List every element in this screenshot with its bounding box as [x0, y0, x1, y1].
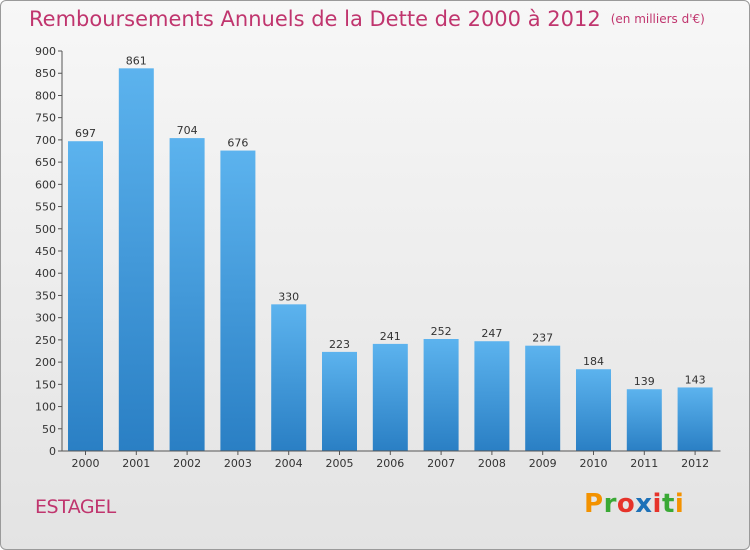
bar-value-label: 252 [431, 325, 452, 338]
bar-2000 [68, 141, 103, 451]
x-tick-label: 2000 [72, 457, 100, 470]
bar-2003 [220, 150, 256, 452]
chart-title-text: Remboursements Annuels de la Dette de 20… [29, 7, 601, 31]
bar-2002 [169, 138, 205, 451]
y-tick-label: 250 [35, 334, 56, 347]
bar-2001 [118, 68, 154, 451]
logo-letter: P [584, 489, 604, 519]
x-tick-label: 2006 [376, 457, 404, 470]
bar-value-label: 247 [481, 327, 502, 340]
chart-subtitle: (en milliers d'€) [610, 12, 705, 26]
x-tick-label: 2007 [427, 457, 455, 470]
logo-letter: x [635, 489, 653, 519]
y-axis: 0 50 100 150 200 250 300 350 400 450 500 550 600 650 7… [35, 45, 63, 458]
bar-2007 [423, 339, 459, 451]
x-tick-label: 2003 [224, 457, 252, 470]
y-tick-label: 100 [35, 401, 56, 414]
x-tick-label: 2009 [529, 457, 557, 470]
x-tick-label: 2005 [326, 457, 354, 470]
y-tick-label: 600 [35, 178, 56, 191]
logo-letter: r [603, 489, 617, 519]
bar-value-label: 184 [583, 355, 604, 368]
x-tick-label: 2004 [275, 457, 303, 470]
logo-letter: i [652, 489, 662, 519]
bar-2008 [474, 341, 510, 451]
y-tick-label: 200 [35, 356, 56, 369]
bars: 697 861 704 676 330 223 241 252 247 237 184 139 143 [68, 54, 713, 452]
bar-value-label: 143 [685, 373, 706, 386]
y-tick-label: 550 [35, 201, 56, 214]
bar-2005 [322, 351, 357, 451]
x-tick-label: 2011 [630, 457, 658, 470]
bar-value-label: 697 [75, 127, 96, 140]
bar-value-label: 139 [634, 375, 655, 388]
y-tick-label: 900 [35, 45, 56, 58]
y-tick-label: 50 [42, 423, 56, 436]
x-tick-label: 2008 [478, 457, 506, 470]
bar-2006 [372, 343, 408, 451]
x-tick-label: 2001 [122, 457, 150, 470]
bar-value-label: 237 [532, 332, 553, 345]
bar-value-label: 241 [380, 330, 401, 343]
y-tick-label: 150 [35, 378, 56, 391]
y-tick-label: 400 [35, 267, 56, 280]
bar-2010 [576, 369, 611, 451]
x-tick-label: 2002 [173, 457, 201, 470]
bar-2004 [271, 304, 307, 451]
y-tick-label: 750 [35, 112, 56, 125]
x-tick-label: 2010 [580, 457, 608, 470]
y-tick-label: 700 [35, 134, 56, 147]
x-tick-label: 2012 [681, 457, 709, 470]
bar-2009 [525, 345, 561, 451]
y-tick-label: 800 [35, 89, 56, 102]
y-tick-label: 350 [35, 289, 56, 302]
logo-letter: o [616, 489, 636, 519]
y-tick-label: 500 [35, 223, 56, 236]
bar-value-label: 704 [177, 124, 198, 137]
bar-value-label: 223 [329, 338, 350, 351]
bar-2012 [677, 387, 713, 451]
commune-name: ESTAGEL [35, 496, 116, 518]
y-tick-label: 650 [35, 156, 56, 169]
y-tick-label: 450 [35, 245, 56, 258]
bar-2011 [626, 389, 662, 451]
y-tick-label: 300 [35, 312, 56, 325]
proxiti-logo[interactable]: Proxiti [584, 489, 684, 519]
y-tick-label: 0 [49, 445, 56, 458]
logo-letter: i [674, 489, 685, 519]
chart-title: Remboursements Annuels de la Dette de 20… [29, 7, 705, 31]
bar-value-label: 676 [227, 137, 248, 150]
bar-value-label: 861 [126, 54, 147, 67]
logo-letter: t [661, 489, 675, 519]
bar-value-label: 330 [278, 290, 299, 303]
y-tick-label: 850 [35, 67, 56, 80]
x-axis: 2000 2001 2002 2003 2004 2005 2006 2007 2008 2009… [62, 450, 721, 470]
